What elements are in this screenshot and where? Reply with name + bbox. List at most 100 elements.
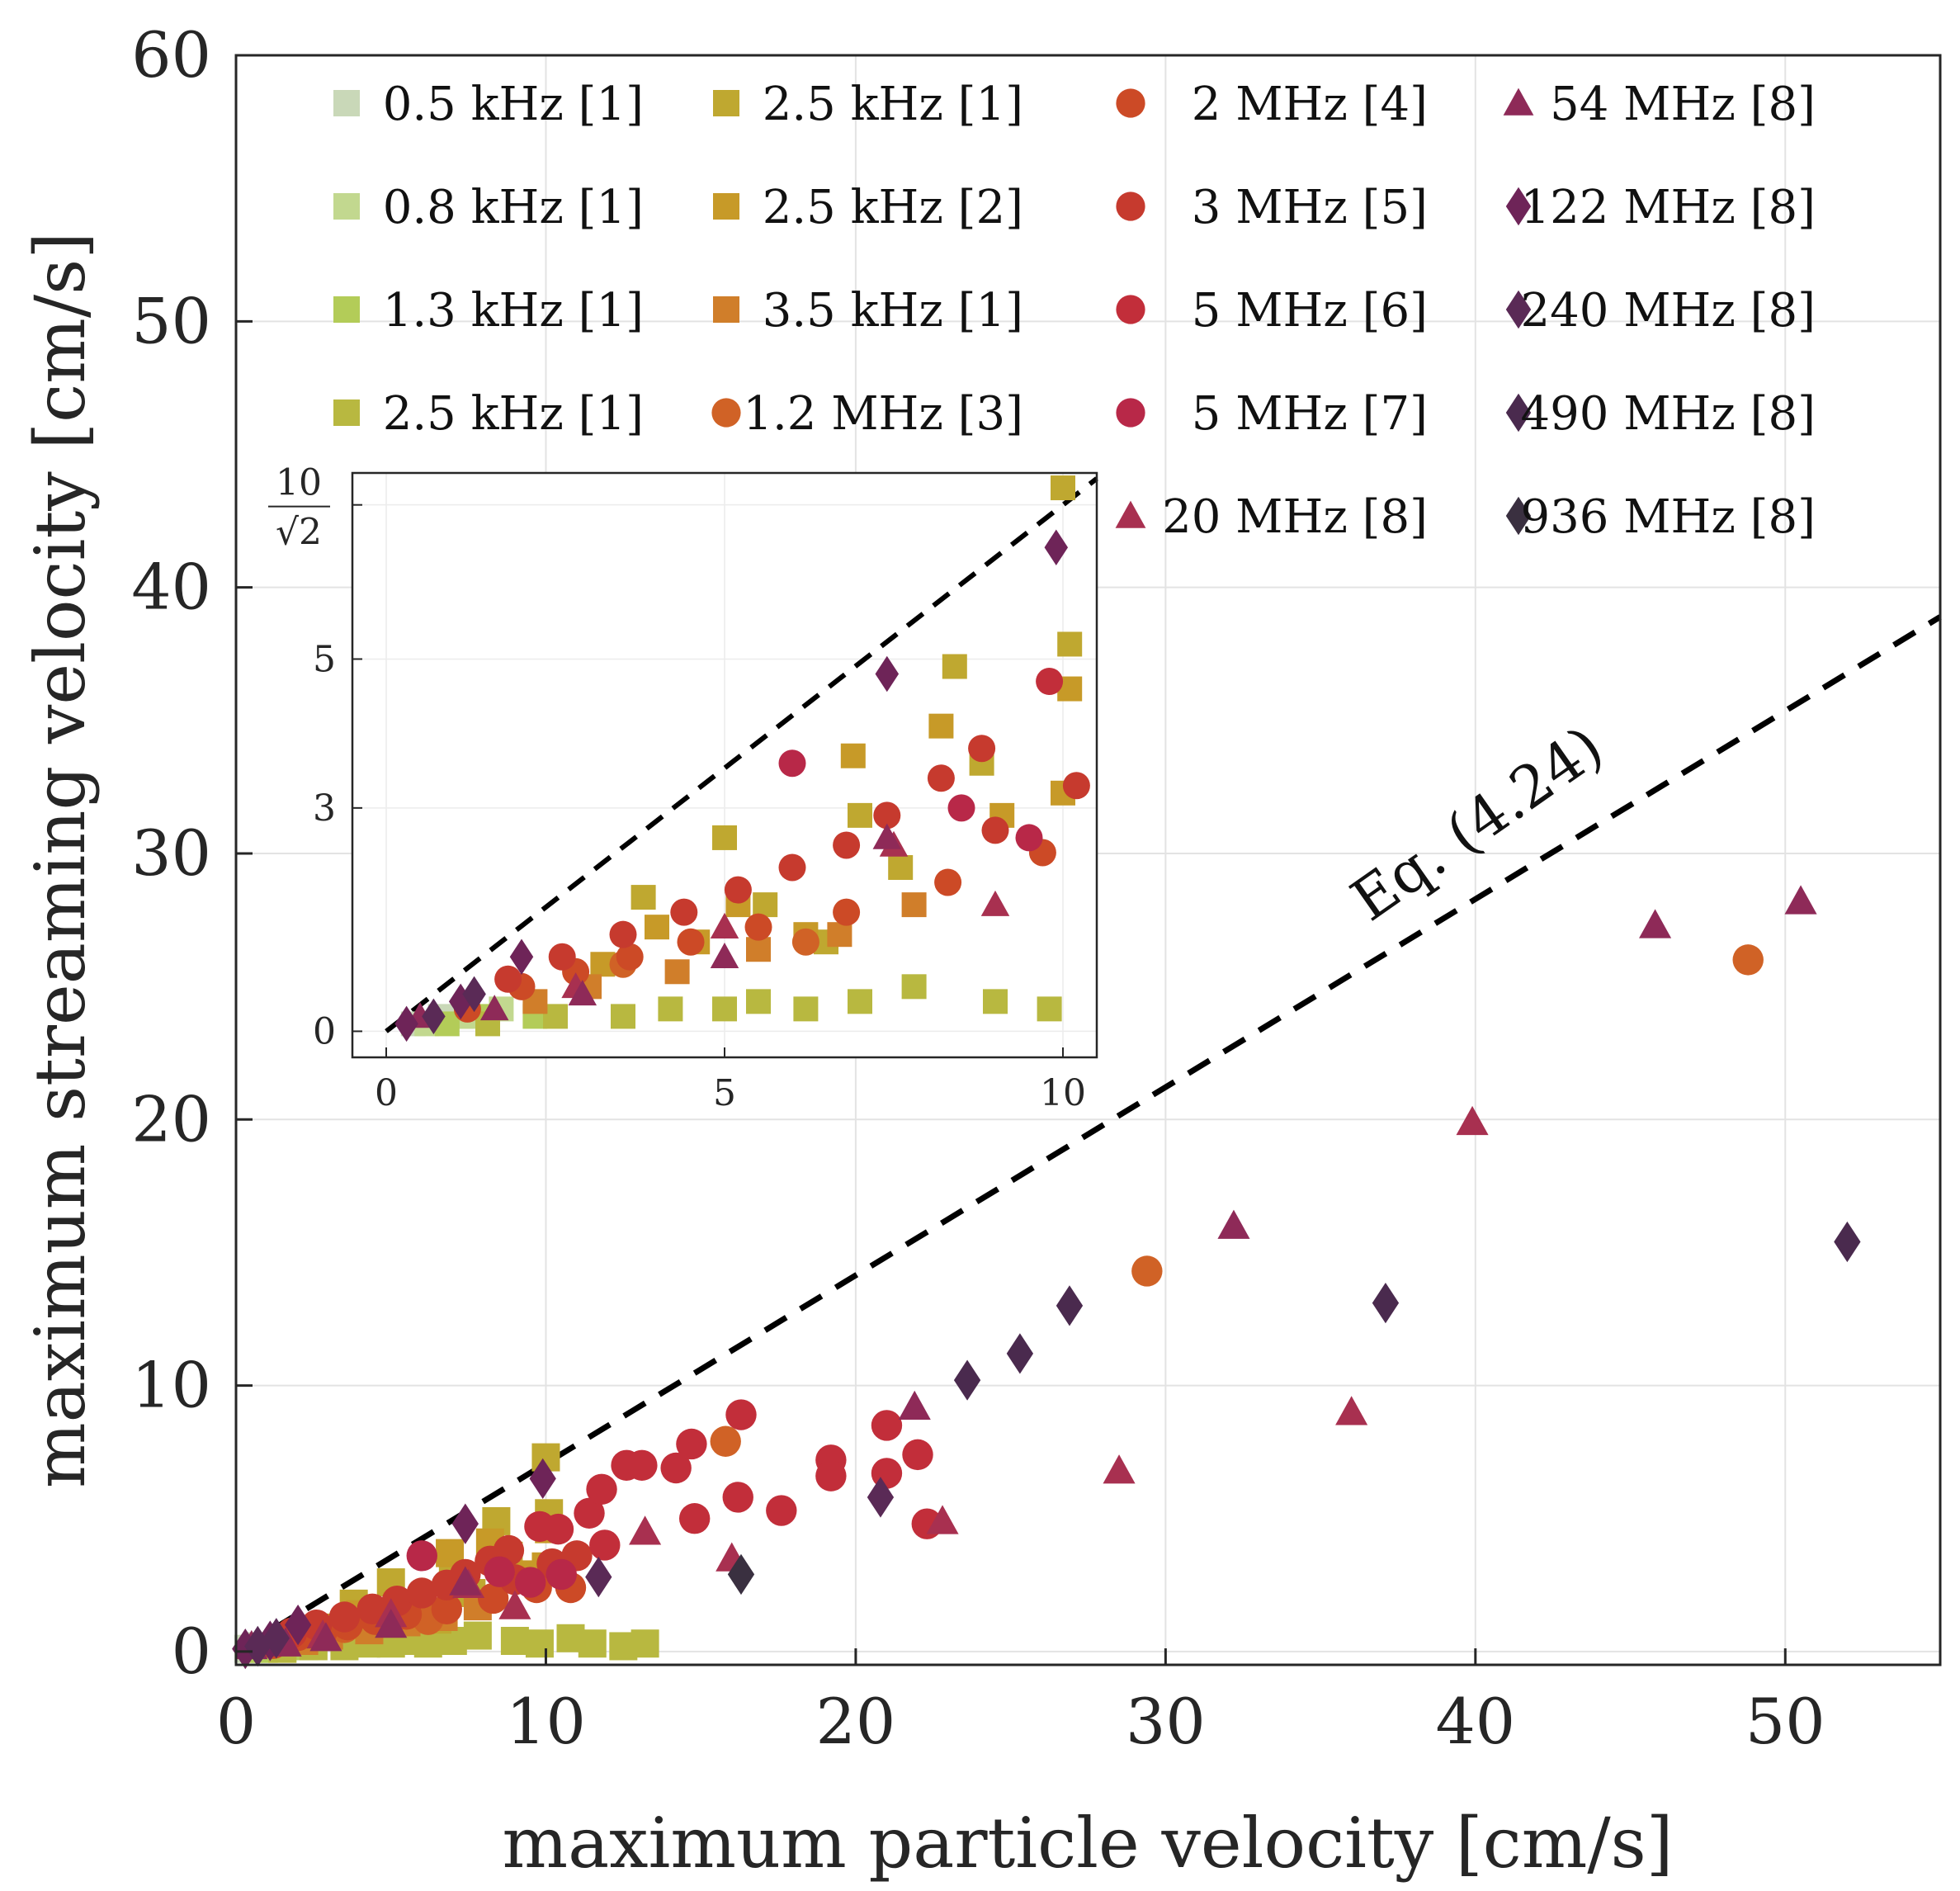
inset-data-point xyxy=(983,989,1008,1014)
legend-marker xyxy=(333,296,360,323)
data-point xyxy=(328,1601,361,1633)
inset-data-point xyxy=(827,922,852,948)
data-point xyxy=(578,1629,607,1658)
inset-data-point xyxy=(1015,824,1043,852)
y-tick-label: 0 xyxy=(172,1614,211,1688)
legend-marker xyxy=(1505,290,1532,329)
inset-data-point xyxy=(1037,996,1062,1022)
inset-data-point xyxy=(744,913,772,941)
data-point xyxy=(542,1513,574,1545)
data-point xyxy=(1732,944,1764,976)
data-point xyxy=(463,1621,492,1650)
inset-data-point xyxy=(462,976,486,1013)
data-point xyxy=(284,1605,312,1646)
data-point xyxy=(1131,1255,1163,1287)
legend-marker xyxy=(713,193,739,220)
data-point xyxy=(898,1390,931,1420)
x-tick-label: 20 xyxy=(816,1685,896,1758)
data-point xyxy=(1456,1105,1489,1136)
x-tick-label: 0 xyxy=(216,1685,256,1758)
x-axis-label: maximum particle velocity [cm/s] xyxy=(502,1803,1673,1884)
data-point xyxy=(586,1473,617,1505)
data-point xyxy=(710,1425,741,1457)
inset-data-point xyxy=(1062,772,1090,800)
inset-data-point xyxy=(631,885,656,910)
data-point xyxy=(867,1477,895,1518)
inset-y-tick-label: √2 xyxy=(276,512,322,554)
inset-data-point xyxy=(724,876,752,904)
data-point xyxy=(529,1458,556,1500)
legend-label: 54 MHz [8] xyxy=(1550,78,1816,131)
legend-marker xyxy=(1115,500,1146,528)
data-point xyxy=(309,1622,342,1652)
inset-data-point xyxy=(901,892,927,918)
legend-marker xyxy=(333,193,360,220)
reference-dashed-line xyxy=(234,614,1942,1654)
inset-data-point xyxy=(712,996,737,1022)
data-point xyxy=(926,1505,959,1534)
legend-label: 2 MHz [4] xyxy=(1192,78,1428,131)
data-point xyxy=(545,1558,577,1591)
legend-marker xyxy=(1116,295,1145,324)
inset-data-point xyxy=(712,825,737,850)
inset-data-point xyxy=(1057,631,1083,657)
legend-marker xyxy=(1116,398,1145,428)
data-point xyxy=(431,1593,463,1625)
inset-data-point xyxy=(670,898,698,926)
inset-data-point xyxy=(888,855,914,881)
legend-label: 1.3 kHz [1] xyxy=(383,284,644,338)
inset-x-tick-label: 10 xyxy=(1040,1072,1086,1114)
y-tick-label: 50 xyxy=(131,284,211,357)
inset-data-point xyxy=(980,890,1010,916)
inset-data-point xyxy=(873,801,901,830)
inset-reference-dashed-line xyxy=(385,476,1098,1033)
data-point xyxy=(953,1359,981,1401)
data-point xyxy=(1834,1221,1861,1263)
inset-data-point xyxy=(1036,668,1064,696)
legend-label: 5 MHz [7] xyxy=(1192,387,1428,441)
inset-data-point xyxy=(791,928,819,956)
data-point xyxy=(1217,1209,1250,1239)
inset-x-tick-label: 0 xyxy=(375,1072,398,1114)
data-point xyxy=(484,1556,515,1587)
y-tick-label: 10 xyxy=(131,1349,211,1422)
inset-data-point xyxy=(872,823,902,849)
inset-data-point xyxy=(934,868,962,896)
legend-label: 0.5 kHz [1] xyxy=(383,78,644,131)
data-point xyxy=(585,1556,612,1598)
inset-data-point xyxy=(746,989,771,1014)
x-tick-label: 30 xyxy=(1126,1685,1206,1758)
y-tick-label: 40 xyxy=(131,551,211,624)
data-point xyxy=(631,1629,659,1658)
inset-data-point xyxy=(1051,475,1075,501)
y-tick-label: 60 xyxy=(131,18,211,92)
data-point xyxy=(589,1529,621,1561)
legend-marker xyxy=(1116,191,1145,221)
inset-data-point xyxy=(677,928,705,956)
inset-data-point xyxy=(833,831,861,859)
legend-label: 1.2 MHz [3] xyxy=(743,387,1023,441)
inset-data-point xyxy=(616,943,644,971)
inset-reference-line xyxy=(385,476,1098,1033)
data-point xyxy=(727,1553,755,1596)
inset-data-point xyxy=(1044,529,1069,565)
legend-marker xyxy=(713,296,739,323)
data-point xyxy=(626,1449,658,1481)
legend-label: 490 MHz [8] xyxy=(1521,387,1816,441)
data-point xyxy=(262,1618,290,1659)
inset-data-point xyxy=(509,938,534,975)
legend-label: 2.5 kHz [2] xyxy=(763,181,1023,234)
data-point xyxy=(406,1577,437,1609)
inset-data-point xyxy=(494,965,522,993)
data-point xyxy=(1006,1333,1034,1374)
inset-data-point xyxy=(753,892,778,918)
x-tick-label: 50 xyxy=(1745,1685,1825,1758)
legend-marker xyxy=(1503,87,1534,116)
inset-data-point xyxy=(479,995,509,1021)
inset-data-point xyxy=(664,959,690,985)
legend-label: 3 MHz [5] xyxy=(1192,181,1428,234)
inset-y-tick-label: 10 xyxy=(276,462,322,504)
legend-marker xyxy=(713,90,739,116)
